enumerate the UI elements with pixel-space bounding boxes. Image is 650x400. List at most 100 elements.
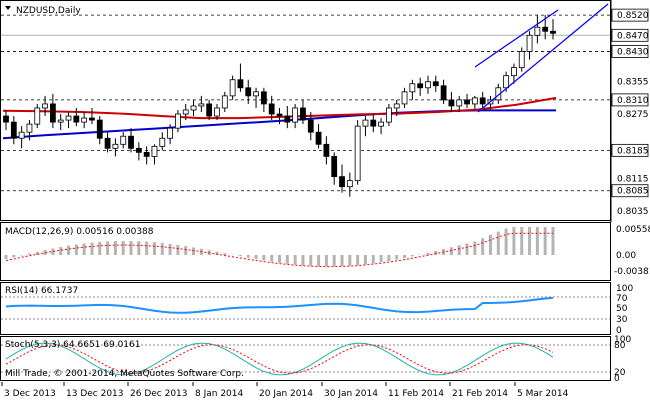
candle[interactable]: [245, 79, 252, 104]
candle[interactable]: [10, 116, 17, 145]
candle-body-bear: [464, 99, 470, 105]
candle[interactable]: [260, 87, 267, 113]
candle[interactable]: [284, 105, 291, 129]
candle[interactable]: [346, 172, 353, 197]
candle[interactable]: [471, 95, 478, 110]
candle[interactable]: [432, 75, 439, 92]
macd-svg[interactable]: MACD(12,26,9) 0.00516 0.00388 0.00558 0.…: [0, 222, 650, 282]
candle[interactable]: [300, 99, 306, 125]
candle[interactable]: [417, 77, 424, 96]
candle[interactable]: [65, 112, 72, 129]
candle-body-bull: [511, 67, 517, 77]
macd-histogram-bar: [121, 240, 125, 255]
macd-histogram-bar: [473, 241, 477, 255]
candle[interactable]: [151, 144, 158, 165]
candle[interactable]: [237, 63, 244, 92]
candle[interactable]: [49, 93, 56, 129]
candle[interactable]: [89, 107, 95, 125]
candle[interactable]: [292, 103, 299, 129]
candle[interactable]: [323, 136, 330, 165]
candle[interactable]: [550, 19, 556, 40]
candle[interactable]: [159, 132, 166, 151]
candle[interactable]: [182, 103, 189, 121]
candle[interactable]: [440, 79, 447, 104]
candle[interactable]: [518, 47, 525, 72]
macd-histogram-bar: [254, 255, 258, 260]
candle[interactable]: [354, 120, 361, 185]
macd-histogram-bar: [543, 227, 547, 255]
candle[interactable]: [128, 128, 134, 153]
candle[interactable]: [276, 107, 283, 125]
candle[interactable]: [206, 99, 213, 121]
candle[interactable]: [26, 120, 33, 141]
stoch-svg[interactable]: Stoch(5,3,3) 64.6651 69.0161 Mill Trade,…: [0, 335, 650, 384]
candle[interactable]: [362, 116, 369, 137]
candle-body-bull: [120, 135, 127, 145]
candle[interactable]: [3, 109, 9, 131]
candle-body-bull: [34, 107, 41, 125]
candle[interactable]: [370, 114, 377, 133]
channel-lower-line[interactable]: [477, 3, 609, 113]
symbol-dropdown-icon[interactable]: [5, 6, 11, 10]
candle[interactable]: [81, 112, 88, 129]
candle[interactable]: [253, 87, 259, 108]
price-axis-label: 0.8035: [617, 207, 649, 217]
candle[interactable]: [73, 107, 80, 127]
candle[interactable]: [120, 132, 127, 149]
candle[interactable]: [268, 95, 275, 121]
candle[interactable]: [393, 99, 400, 117]
candle-body-bear: [440, 85, 447, 101]
price-axis-label: 0.8355: [617, 78, 649, 88]
candle[interactable]: [214, 103, 220, 121]
candle[interactable]: [104, 132, 111, 153]
candle[interactable]: [190, 99, 197, 117]
candle[interactable]: [331, 152, 338, 185]
channel-upper-line[interactable]: [474, 9, 559, 68]
candle[interactable]: [198, 95, 205, 113]
candle[interactable]: [456, 95, 463, 113]
price-chart-panel[interactable]: 0.8520 0.8470 0.8430 0.8355 0.8310 0.8275 0.81…: [0, 0, 650, 222]
macd-panel[interactable]: MACD(12,26,9) 0.00516 0.00388 0.00558 0.…: [0, 222, 650, 282]
candle[interactable]: [425, 75, 431, 94]
macd-histogram-bar: [410, 255, 414, 257]
candle[interactable]: [401, 87, 408, 108]
candle[interactable]: [385, 103, 392, 127]
candle[interactable]: [112, 138, 119, 157]
candle[interactable]: [464, 93, 470, 108]
candle[interactable]: [229, 75, 236, 100]
price-label-text: 0.8085: [617, 187, 649, 197]
candle[interactable]: [175, 109, 181, 133]
macd-histogram-bar: [74, 244, 78, 255]
macd-histogram-bar: [317, 255, 321, 267]
candle[interactable]: [534, 15, 541, 44]
candle[interactable]: [448, 91, 455, 113]
candle[interactable]: [307, 112, 314, 141]
rsi-panel[interactable]: RSI(14) 66.1737 100 70 50 30 0: [0, 282, 650, 336]
candle[interactable]: [378, 118, 384, 135]
candle[interactable]: [42, 95, 48, 117]
macd-histogram-bar: [379, 255, 383, 263]
candle[interactable]: [526, 31, 533, 60]
candle[interactable]: [221, 91, 228, 113]
candle[interactable]: [167, 124, 174, 145]
rsi-svg[interactable]: RSI(14) 66.1737 100 70 50 30 0: [0, 282, 650, 336]
candle-body-bear: [331, 156, 338, 177]
candle[interactable]: [315, 124, 322, 149]
candle[interactable]: [34, 103, 41, 129]
candle[interactable]: [409, 79, 416, 100]
candle-body-bull: [26, 123, 33, 133]
candle[interactable]: [339, 164, 345, 193]
candle[interactable]: [57, 114, 64, 131]
candle-body-bear: [542, 26, 549, 32]
candle[interactable]: [135, 142, 142, 161]
candle[interactable]: [495, 83, 502, 104]
candle[interactable]: [96, 116, 103, 145]
candle[interactable]: [511, 63, 517, 84]
stoch-panel[interactable]: Stoch(5,3,3) 64.6651 69.0161 Mill Trade,…: [0, 335, 650, 384]
candle[interactable]: [18, 126, 25, 149]
candle[interactable]: [479, 91, 486, 108]
stoch-tick-80: 80: [614, 341, 626, 351]
price-chart-svg[interactable]: 0.8520 0.8470 0.8430 0.8355 0.8310 0.8275 0.81…: [0, 0, 650, 222]
candle[interactable]: [143, 146, 150, 165]
macd-histogram-bar: [192, 247, 196, 255]
